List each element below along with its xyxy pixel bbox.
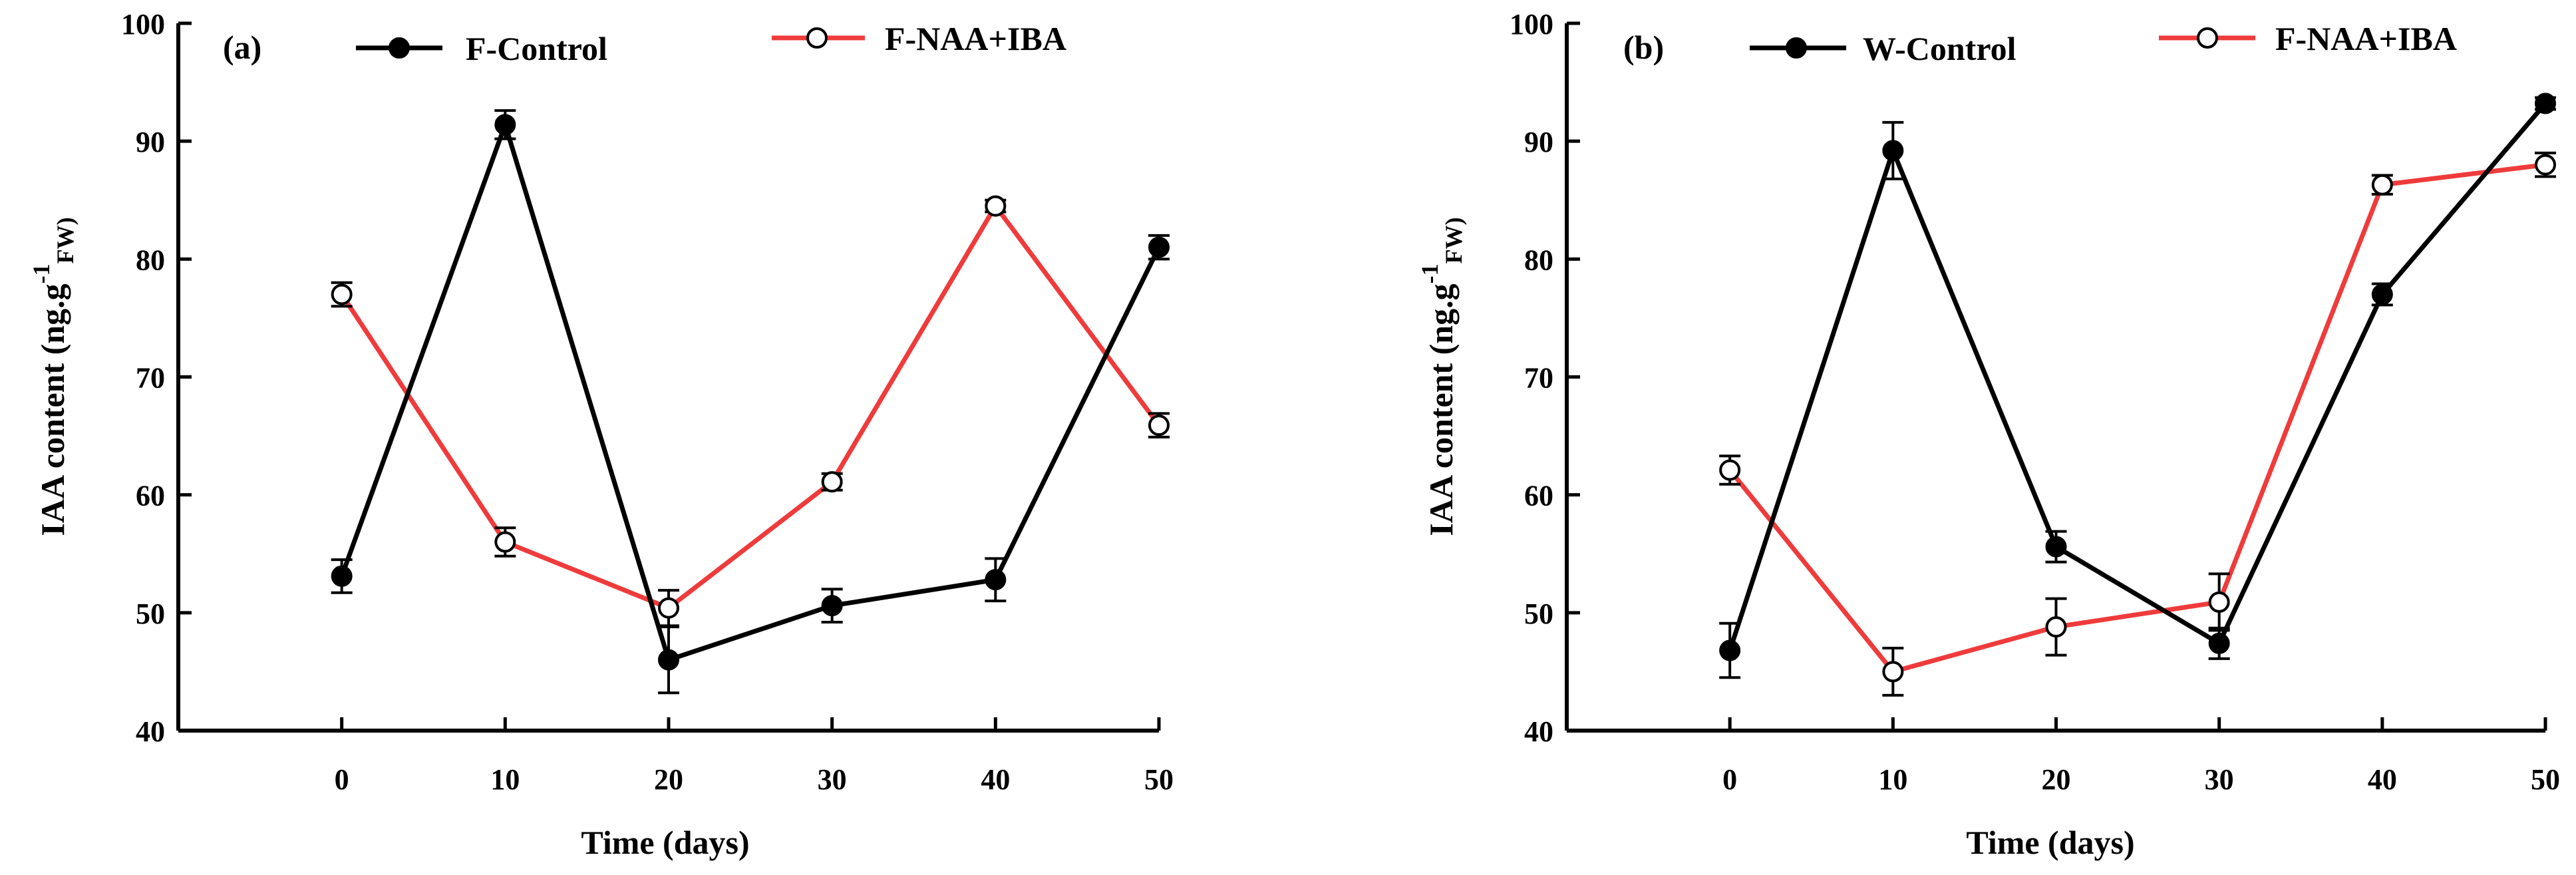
x-tick-label: 50: [2531, 763, 2560, 796]
x-axis-title: Time (days): [1966, 824, 2134, 861]
x-tick-label: 0: [1722, 763, 1737, 796]
data-point-w-control: [2535, 92, 2556, 114]
data-point-f-naa-iba: [2535, 154, 2556, 176]
series-line-w-control: [1727, 102, 2547, 651]
x-tick-label: 30: [2205, 763, 2234, 796]
data-point-f-control: [821, 595, 843, 617]
y-tick-label: 70: [136, 362, 165, 395]
series-layer: [331, 109, 1170, 695]
legend-marker-f-control: [389, 37, 410, 59]
chart-panel-b: 40 50 60 70 80 90 100 0 10 20 30 40 50 (b) W-Contro…: [1416, 8, 2560, 861]
chart-panel-a: 40 50 60 70 80 90 100 0 10 20 30 40 50 (a) F-Contro…: [28, 8, 1174, 861]
y-axis-title: IAA content (ng.g-1FW): [28, 217, 79, 536]
y-tick-label: 50: [136, 598, 165, 630]
data-point-w-control: [1882, 140, 1904, 162]
y-ticks: 40 50 60 70 80 90 100: [1510, 8, 1580, 748]
legend-marker-w-control: [1786, 37, 1807, 59]
y-axis-title-main: IAA content (ng.g: [34, 283, 71, 536]
x-axis-title: Time (days): [581, 824, 749, 861]
data-point-f-control: [331, 565, 353, 587]
y-tick-label: 60: [136, 480, 165, 512]
x-tick-label: 50: [1144, 763, 1174, 796]
data-point-f-naa-iba: [1719, 459, 1741, 481]
y-axis-title-sup: -1: [28, 263, 55, 283]
y-axis-title-sup: -1: [1416, 263, 1443, 283]
data-point-f-naa-iba: [1882, 661, 1904, 683]
x-ticks: 0 10 20 30 40 50: [1722, 717, 2560, 796]
data-point-f-control: [494, 114, 516, 136]
y-axis-title-sub: FW): [1440, 217, 1467, 263]
series-line-f-control: [339, 117, 1162, 663]
y-tick-label: 100: [1510, 8, 1553, 41]
y-axis-title: IAA content (ng.g-1FW): [1416, 217, 1467, 536]
legend-label-f-naa-iba: F-NAA+IBA: [2275, 20, 2457, 57]
y-ticks: 40 50 60 70 80 90 100: [121, 8, 192, 748]
y-axis-title-main: IAA content (ng.g: [1422, 283, 1460, 536]
legend: W-Control F-NAA+IBA: [1750, 20, 2457, 67]
y-tick-label: 80: [1524, 244, 1553, 276]
x-tick-label: 20: [2042, 763, 2071, 796]
legend-marker-f-naa-iba: [2197, 27, 2218, 49]
data-point-f-naa-iba: [331, 283, 353, 305]
legend-label-f-naa-iba: F-NAA+IBA: [885, 20, 1066, 57]
y-tick-label: 90: [1524, 126, 1553, 158]
data-point-w-control: [1719, 639, 1741, 661]
data-point-f-naa-iba: [985, 195, 1007, 217]
y-axis-title-sub: FW): [52, 217, 79, 263]
data-point-f-naa-iba: [2208, 591, 2230, 613]
x-tick-label: 30: [818, 763, 847, 796]
data-point-w-control: [2208, 632, 2230, 654]
series-layer: [1719, 92, 2556, 697]
data-point-f-control: [985, 569, 1007, 591]
y-tick-label: 90: [136, 126, 165, 158]
y-tick-label: 80: [136, 244, 165, 276]
y-tick-label: 70: [1524, 362, 1553, 395]
x-tick-label: 20: [654, 763, 683, 796]
series-line-f-naa-iba: [339, 202, 1161, 611]
x-tick-label: 10: [490, 763, 520, 796]
legend-label-f-control: F-Control: [466, 30, 607, 67]
x-tick-label: 40: [2368, 763, 2397, 796]
panel-label: (b): [1623, 29, 1664, 66]
data-point-f-naa-iba: [658, 597, 679, 619]
x-tick-label: 40: [981, 763, 1010, 796]
data-point-f-naa-iba: [821, 471, 843, 493]
data-point-f-control: [1148, 236, 1170, 258]
legend-label-w-control: W-Control: [1863, 30, 2016, 67]
series-line-f-naa-iba: [1728, 162, 2546, 675]
y-tick-label: 40: [1524, 715, 1553, 748]
y-tick-label: 100: [121, 8, 165, 41]
y-tick-label: 40: [136, 715, 165, 748]
panel-label: (a): [223, 29, 261, 66]
x-ticks: 0 10 20 30 40 50: [335, 717, 1174, 796]
x-tick-label: 0: [335, 763, 349, 796]
y-tick-label: 50: [1524, 598, 1553, 630]
data-point-f-naa-iba: [2371, 174, 2393, 196]
data-point-w-control: [2371, 283, 2393, 305]
data-point-f-control: [658, 649, 679, 671]
data-point-f-naa-iba: [1148, 415, 1170, 437]
legend-marker-f-naa-iba: [806, 27, 828, 49]
x-tick-label: 10: [1878, 763, 1907, 796]
legend: F-Control F-NAA+IBA: [356, 20, 1066, 67]
data-point-f-naa-iba: [2045, 616, 2067, 638]
data-point-w-control: [2045, 536, 2067, 558]
data-point-f-naa-iba: [494, 531, 516, 553]
y-tick-label: 60: [1524, 480, 1553, 512]
